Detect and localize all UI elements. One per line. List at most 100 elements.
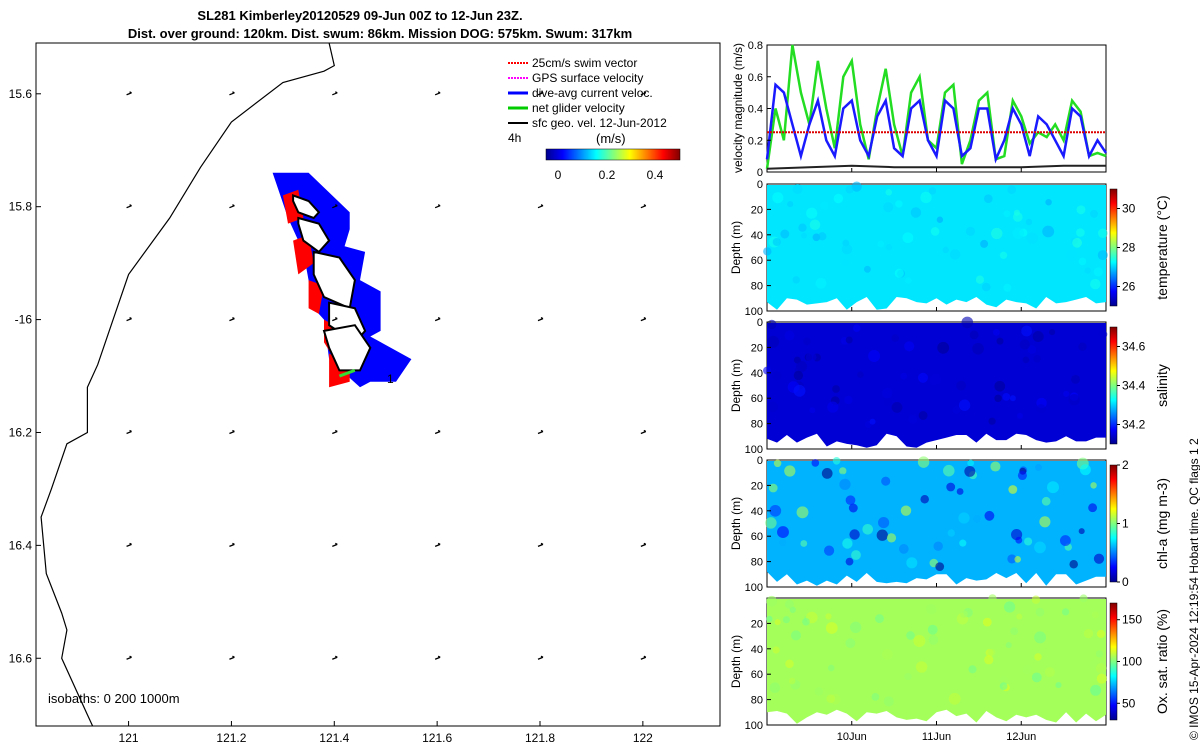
oxy-sample-dot (769, 682, 781, 694)
oxy-colorbar-label: Ox. sat. ratio (%) (1154, 609, 1170, 714)
chl-sample-dot (878, 517, 890, 529)
chl-sample-dot (920, 495, 929, 504)
lon-tick-label: 121 (119, 731, 139, 745)
chl-sample-dot (1090, 482, 1097, 489)
oxy-sample-dot (988, 648, 996, 657)
chl-colorbar-tick-label: 0 (1122, 575, 1129, 589)
sal-sample-dot (763, 366, 771, 375)
sal-sample-dot (956, 380, 967, 391)
chl-colorbar-label: chl-a (mg m-3) (1154, 478, 1170, 569)
temp-sample-dot (845, 185, 854, 194)
chl-colorbar-tick-label: 1 (1122, 517, 1129, 531)
lat-tick-label: 15.8 (9, 200, 33, 214)
oxy-sample-dot (845, 638, 856, 649)
temp-sample-dot (902, 232, 914, 244)
temp-sample-dot (1007, 185, 1017, 195)
geo-velocity-arrow (229, 429, 235, 435)
oxy-sample-dot (825, 685, 835, 695)
geo-velocity-arrow (332, 91, 338, 96)
chl-sample-dot (946, 482, 956, 492)
chl-colorbar-tick-label: 2 (1122, 458, 1129, 472)
sal-sample-dot (805, 351, 817, 363)
chl-sample-dot (1088, 503, 1098, 513)
sal-sample-dot (1016, 412, 1024, 419)
chl-sample-dot (973, 514, 981, 523)
oxy-sample-dot (1055, 682, 1062, 689)
chl-sample-dot (964, 465, 976, 477)
chl-sample-dot (839, 467, 847, 475)
depth-tick-label: 40 (751, 230, 763, 242)
temp-sample-dot (1003, 210, 1011, 218)
chl-sample-dot (851, 550, 861, 560)
sal-sample-dot (900, 372, 908, 380)
geo-velocity-arrow (434, 317, 441, 322)
glider-track-loop (292, 193, 321, 220)
oxy-sample-dot (1034, 653, 1042, 661)
temp-sample-dot (894, 268, 904, 278)
temp-sample-dot (863, 265, 871, 273)
temp-sample-dot (815, 277, 827, 289)
map-panel: 121 121.2 121.4 121.6 121.8 122 15.6 15.8 -16 16.… (9, 42, 721, 745)
legend-sfc-label: sfc geo. vel. 12-Jun-2012 (532, 116, 667, 130)
depth-tick-label: 100 (745, 582, 763, 594)
geo-velocity-arrow (126, 91, 132, 96)
temp-sample-dot (910, 207, 922, 218)
sal-sample-dot (772, 370, 782, 381)
depth-tick-label: 80 (751, 695, 763, 707)
sal-sample-dot (891, 334, 899, 342)
oxy-sample-dot (982, 617, 992, 627)
chl-sample-dot (784, 465, 796, 477)
temp-sample-dot (1098, 228, 1108, 239)
chl-sample-dot (777, 526, 789, 539)
chl-depth-label: Depth (m) (729, 497, 743, 550)
chl-sample-dot (839, 478, 851, 491)
oxy-sample-dot (904, 672, 912, 681)
temp-sample-dot (1066, 249, 1078, 262)
sal-sample-dot (784, 330, 795, 341)
oxy-sample-dot (1096, 673, 1107, 684)
oxy-sample-dot (1044, 667, 1055, 678)
oxy-sample-dot (827, 664, 835, 672)
sal-sample-dot (1002, 392, 1011, 401)
geo-velocity-arrow (537, 655, 544, 660)
oxy-sample-dot (1096, 629, 1106, 639)
chl-sample-dot (862, 523, 874, 535)
velocity-ylabel: velocity magnitude (m/s) (731, 43, 745, 173)
depth-tick-label: 20 (751, 618, 763, 630)
temp-sample-dot (1026, 232, 1038, 244)
oxy-sample-dot (1010, 627, 1019, 636)
oxy-sample-dot (1003, 601, 1016, 613)
glider-track-loop (322, 324, 372, 372)
temp-sample-dot (877, 240, 885, 248)
chl-colorbar (1109, 464, 1118, 583)
temp-colorbar-tick-label: 26 (1122, 280, 1136, 294)
temp-sample-dot (787, 201, 794, 208)
temp-sample-dot (885, 243, 893, 251)
oxy-sample-dot (875, 614, 884, 624)
chl-sample-dot (839, 473, 846, 480)
temp-sample-dot (980, 239, 989, 248)
sal-sample-dot (1063, 390, 1070, 397)
geo-velocity-arrow (229, 542, 235, 547)
lon-tick-label: 121.4 (319, 731, 349, 745)
sal-sample-dot (937, 341, 950, 354)
geo-velocity-arrow (537, 542, 544, 547)
lon-tick-label: 121.2 (216, 731, 246, 745)
geo-velocity-arrow (537, 204, 544, 209)
chl-sample-dot (881, 476, 891, 486)
sal-sample-dot (1032, 330, 1044, 343)
sal-sample-dot (1027, 345, 1037, 354)
temp-sample-dot (965, 226, 976, 237)
depth-tick-label: 0 (757, 179, 763, 191)
sal-sample-dot (992, 328, 1000, 336)
sal-colorbar-tick-label: 34.2 (1122, 418, 1146, 432)
temp-sample-dot (949, 249, 961, 260)
geo-velocity-arrow (640, 542, 647, 547)
oxy-sample-dot (1016, 613, 1023, 620)
chl-sample-dot (1069, 559, 1078, 569)
geo-velocity-arrow (229, 204, 235, 209)
depth-tick-label: 100 (745, 720, 763, 732)
temp-sample-dot (806, 207, 818, 219)
geo-velocity-arrow (126, 542, 132, 547)
